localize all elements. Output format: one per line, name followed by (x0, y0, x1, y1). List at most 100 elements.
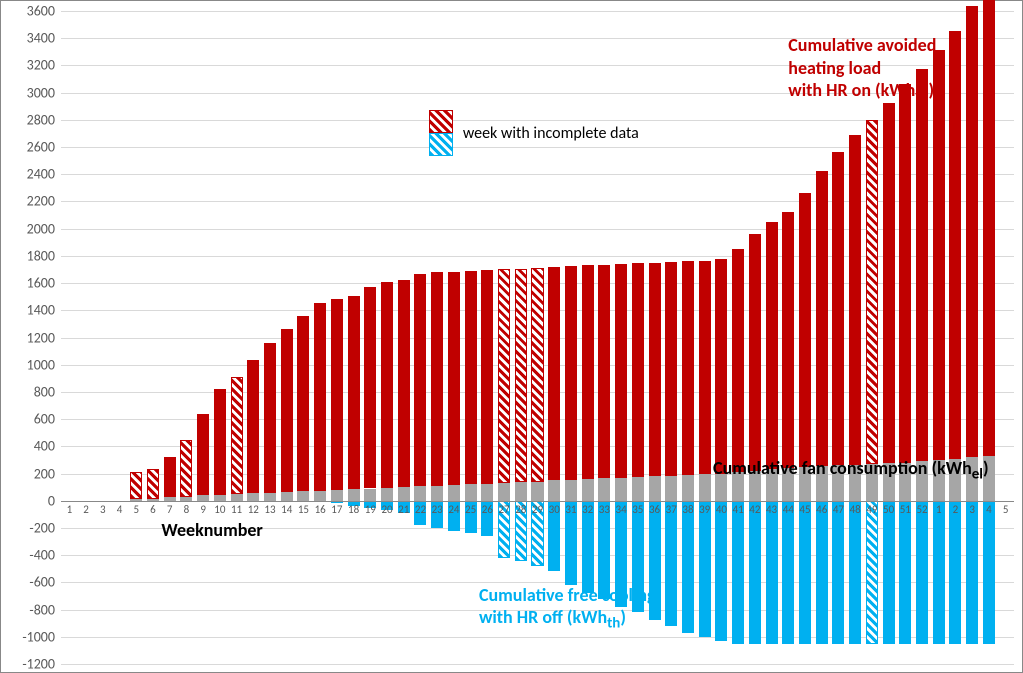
bar-heating (448, 272, 460, 486)
x-tick-label: 1 (67, 503, 73, 516)
x-tick-label: 2 (83, 503, 89, 516)
bar-heating (749, 234, 761, 471)
bar-cooling (699, 501, 711, 637)
bar-cooling (715, 501, 727, 641)
x-tick-label: 4 (117, 503, 123, 516)
y-tick-label: -400 (29, 547, 55, 564)
bar-heating (766, 222, 778, 470)
legend-swatch-red-hatch (429, 110, 453, 133)
bar-fan (297, 491, 309, 501)
x-tick-label: 14 (281, 503, 292, 516)
bar-cooling (665, 501, 677, 626)
bar-fan (448, 485, 460, 501)
chart-container: -1200-1000-800-600-400-20002004006008001… (0, 0, 1023, 673)
bar-fan (582, 479, 594, 501)
bar-heating (414, 274, 426, 486)
x-tick-label: 16 (315, 503, 326, 516)
y-tick-label: 1000 (27, 356, 55, 373)
x-tick-label: 31 (565, 503, 576, 516)
bar-heating (649, 263, 661, 477)
bar-cooling (732, 501, 744, 644)
x-tick-label: 2 (953, 503, 959, 516)
bar-cooling (782, 501, 794, 644)
y-tick-label: 1400 (27, 302, 55, 319)
bar-heating (364, 287, 376, 488)
bar-cooling (816, 501, 828, 644)
bar-heating (598, 265, 610, 479)
x-tick-label: 36 (649, 503, 660, 516)
legend-text: week with incomplete data (463, 124, 639, 143)
x-tick-label: 27 (498, 503, 509, 516)
y-tick-label: 2800 (27, 111, 55, 128)
x-tick-label: 5 (1003, 503, 1009, 516)
x-tick-label: 10 (214, 503, 225, 516)
x-tick-label: 4 (986, 503, 992, 516)
bar-fan (699, 474, 711, 501)
x-tick-label: 1 (936, 503, 942, 516)
y-tick-label: -1200 (22, 656, 55, 673)
bar-heating (565, 266, 577, 480)
zero-line (61, 501, 1014, 502)
bar-heating (331, 299, 343, 489)
bar-heating (866, 120, 878, 464)
x-tick-label: 40 (716, 503, 727, 516)
bar-heating (715, 259, 727, 474)
y-tick-label: -1000 (22, 628, 55, 645)
bar-heating (782, 212, 794, 468)
legend-swatch-blue-hatch (429, 133, 453, 156)
bar-fan (281, 492, 293, 501)
y-tick-label: 200 (34, 465, 55, 482)
bar-heating (832, 152, 844, 465)
x-tick-label: 45 (799, 503, 810, 516)
x-tick-label: 19 (365, 503, 376, 516)
bar-fan (598, 478, 610, 500)
x-tick-label: 49 (866, 503, 877, 516)
x-tick-label: 46 (816, 503, 827, 516)
x-tick-label: 37 (666, 503, 677, 516)
annotation-heating: Cumulative avoidedheating loadwith HR on… (788, 34, 997, 106)
x-tick-label: 35 (632, 503, 643, 516)
y-tick-label: 3400 (27, 30, 55, 47)
bar-heating (231, 377, 243, 494)
x-tick-label: 48 (850, 503, 861, 516)
bar-fan (348, 489, 360, 501)
x-tick-label: 7 (167, 503, 173, 516)
annotation-cooling-line1: Cumulative free cooling (479, 584, 656, 606)
x-tick-label: 51 (900, 503, 911, 516)
bar-heating (682, 261, 694, 475)
x-tick-label: 11 (231, 503, 242, 516)
x-tick-label: 38 (682, 503, 693, 516)
bar-heating (481, 270, 493, 484)
bar-cooling (966, 501, 978, 644)
y-tick-label: 3200 (27, 57, 55, 74)
plot-area: -1200-1000-800-600-400-20002004006008001… (61, 11, 1014, 664)
bar-fan (414, 486, 426, 500)
x-tick-label: 3 (969, 503, 975, 516)
bar-fan (231, 494, 243, 501)
bar-cooling (866, 501, 878, 644)
x-tick-label: 12 (248, 503, 259, 516)
x-tick-label: 39 (699, 503, 710, 516)
bar-heating (465, 271, 477, 485)
y-tick-label: -200 (29, 519, 55, 536)
bar-heating (548, 267, 560, 481)
gridline (61, 11, 1014, 12)
bar-heating (314, 303, 326, 491)
bar-fan (264, 493, 276, 501)
x-tick-label: 32 (582, 503, 593, 516)
x-tick-label: 33 (599, 503, 610, 516)
bar-heating (816, 171, 828, 466)
bar-heating (130, 472, 142, 499)
bar-heating (531, 268, 543, 482)
bar-heating (515, 269, 527, 483)
y-tick-label: 3000 (27, 84, 55, 101)
bar-fan (431, 486, 443, 501)
x-tick-label: 47 (833, 503, 844, 516)
x-tick-label: 29 (532, 503, 543, 516)
x-tick-label: 43 (766, 503, 777, 516)
bar-heating (899, 84, 911, 462)
bar-cooling (933, 501, 945, 644)
bar-heating (398, 280, 410, 487)
gridline (61, 664, 1014, 665)
y-tick-label: 2600 (27, 139, 55, 156)
